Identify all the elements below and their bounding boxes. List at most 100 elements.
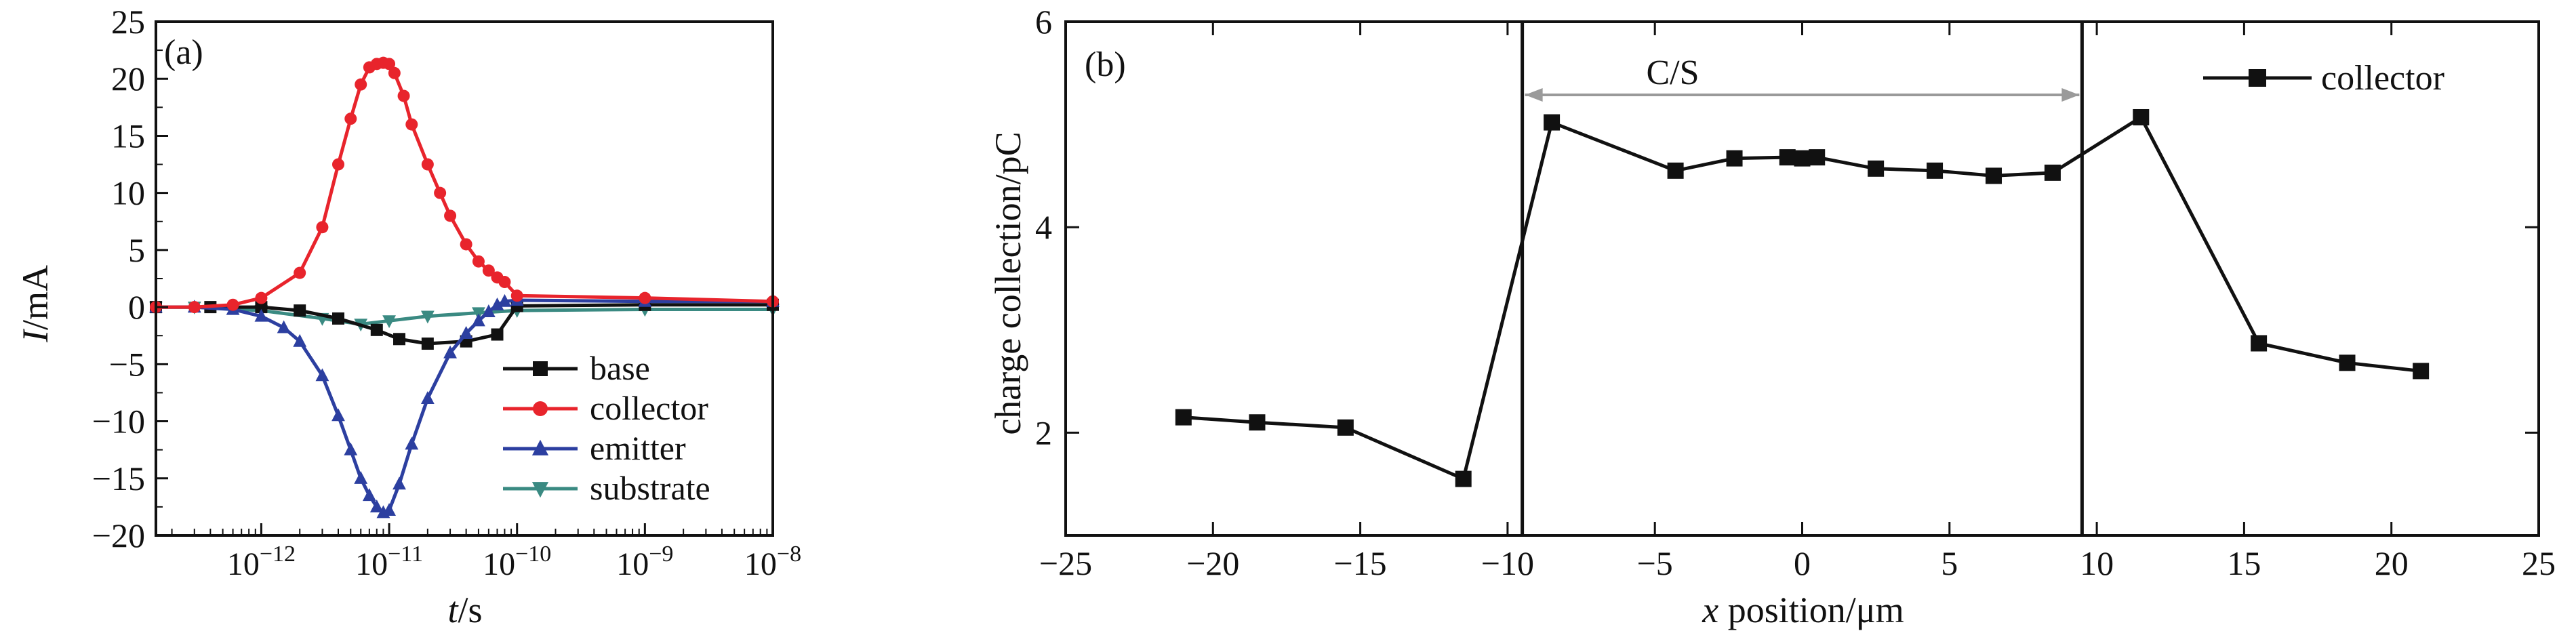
panel-b-y-axis-label: charge collection/pC: [988, 131, 1028, 434]
svg-text:I/mA: I/mA: [15, 265, 56, 343]
panel-a-x-tick-label: 10−9: [616, 542, 673, 582]
panel-a-point-emitter: [254, 308, 268, 322]
panel-a-point-collector: [344, 113, 357, 125]
panel-a-legend-label-substrate: substrate: [590, 469, 710, 507]
panel-b-x-tick-label: −10: [1481, 544, 1534, 582]
panel-a-point-collector: [255, 291, 268, 304]
panel-a-y-tick-label: −10: [92, 403, 145, 441]
panel-a-point-emitter: [481, 304, 496, 317]
panel-a-point-emitter: [459, 326, 473, 339]
panel-b-x-tick-label: 10: [2080, 544, 2114, 582]
panel-a-chart: 25 20 15 10 5 0 −5 −10 −15 −20 10−12 10−11 10−10 10−9…: [15, 3, 801, 630]
panel-a-y-tick-label: −20: [92, 516, 145, 554]
panel-a-point-collector: [355, 78, 367, 91]
panel-b-x-axis-label: x position/μm: [1702, 590, 1904, 630]
panel-a-point-emitter: [331, 408, 345, 422]
panel-b-point-collector: [1868, 160, 1885, 177]
panel-a-point-emitter: [420, 391, 435, 404]
panel-b-x-tick-label: 20: [2375, 544, 2409, 582]
panel-a-point-collector: [226, 298, 239, 311]
panel-b-chart: C/S 2 4 6 −25 −20 −15 −10 −5 0 5 10 15 20 25 (b) char…: [988, 3, 2556, 630]
panel-a-legend-label-base: base: [590, 349, 650, 387]
panel-b-label: (b): [1085, 45, 1126, 84]
panel-a-point-substrate: [382, 315, 396, 329]
panel-a-point-base: [393, 333, 406, 346]
panel-a-point-collector: [388, 66, 401, 79]
panel-a-point-emitter: [277, 320, 291, 333]
panel-a-point-emitter: [393, 476, 406, 490]
panel-b-legend-label-collector: collector: [2321, 59, 2444, 98]
panel-a-point-collector: [460, 238, 472, 251]
panel-a-point-collector: [294, 266, 306, 279]
panel-a-y-tick-label: 20: [111, 60, 145, 98]
panel-a-point-emitter: [315, 368, 329, 382]
panel-a-point-base: [332, 312, 345, 325]
panel-a-point-collector: [188, 301, 201, 314]
panel-a-point-emitter: [443, 345, 457, 359]
panel-a-point-emitter: [369, 500, 384, 512]
panel-b-y-tick-label: 6: [1035, 3, 1052, 41]
panel-b-point-collector: [1779, 149, 1796, 166]
panel-a-point-emitter: [354, 470, 368, 484]
panel-a-label: (a): [164, 33, 203, 72]
panel-a-y-axis-var: I: [15, 328, 56, 343]
panel-a-point-collector: [510, 289, 523, 302]
panel-a-legend-label-emitter: emitter: [590, 429, 686, 467]
panel-b-point-collector: [1809, 149, 1826, 166]
panel-a-x-axis-var: t: [447, 590, 459, 630]
panel-a-point-collector: [405, 118, 418, 131]
panel-a-y-tick-label: 0: [128, 288, 145, 326]
panel-a-point-base: [370, 323, 383, 336]
panel-a-point-emitter: [362, 488, 376, 502]
panel-b-point-collector: [1927, 162, 1944, 179]
panel-a-point-emitter: [490, 297, 504, 310]
panel-a-legend-marker-base: [533, 361, 548, 376]
panel-a-point-base: [294, 304, 306, 317]
panel-a-x-tick-label: 10−8: [744, 542, 801, 582]
panel-b-point-collector: [1985, 167, 2002, 184]
panel-a-point-emitter: [293, 333, 307, 347]
panel-b-x-tick-label: −25: [1039, 544, 1092, 582]
panel-a-point-emitter: [498, 293, 512, 307]
panel-b-point-collector: [2413, 363, 2430, 380]
panel-a-legend-marker-substrate: [531, 482, 549, 498]
panel-a-point-collector: [472, 255, 485, 268]
panel-b-cs-arrow-left: [1525, 88, 1543, 102]
panel-a-y-tick-label: −5: [109, 345, 145, 383]
panel-a-point-collector: [498, 276, 511, 289]
panel-b-x-tick-label: −15: [1333, 544, 1386, 582]
panel-b-series-collector: [1175, 108, 2430, 487]
svg-text:t/s: t/s: [447, 590, 482, 630]
panel-a-legend-marker-collector: [533, 401, 548, 416]
panel-a-legend-label-collector: collector: [590, 389, 708, 427]
panel-a-point-collector: [482, 264, 495, 277]
panel-b-y-tick-label: 2: [1035, 413, 1052, 451]
panel-b-point-collector: [2339, 354, 2356, 371]
panel-b-point-collector: [1455, 470, 1472, 487]
panel-b-x-tick-label: 0: [1794, 544, 1811, 582]
panel-b-x-tick-label: −20: [1186, 544, 1239, 582]
panel-a-point-emitter: [405, 436, 419, 450]
svg-text:x position/μm: x position/μm: [1702, 590, 1904, 630]
panel-a-point-emitter: [382, 503, 396, 516]
panel-b-point-collector: [1544, 114, 1561, 131]
panel-b-point-collector: [1667, 162, 1684, 179]
panel-b-point-collector: [2251, 335, 2268, 352]
panel-a-x-tick-label: 10−10: [483, 542, 551, 582]
panel-a-point-emitter: [472, 313, 485, 327]
panel-a-point-collector: [332, 158, 345, 171]
panel-b-x-tick-label: 15: [2227, 544, 2261, 582]
panel-a-legend-marker-emitter: [531, 439, 549, 455]
panel-a-y-axis-label: I/mA: [15, 265, 56, 343]
panel-a-y-axis-unit: /mA: [15, 265, 56, 330]
panel-b-cs-label: C/S: [1647, 54, 1699, 92]
panel-a-y-tick-label: −15: [92, 460, 145, 497]
panel-a-y-tick-label: 25: [111, 3, 145, 41]
panel-b-x-tick-label: 25: [2522, 544, 2556, 582]
panel-b-point-collector: [1337, 419, 1354, 436]
panel-b-x-tick-label: 5: [1941, 544, 1958, 582]
panel-a-point-collector: [434, 186, 447, 199]
panel-a-point-collector: [397, 89, 410, 102]
